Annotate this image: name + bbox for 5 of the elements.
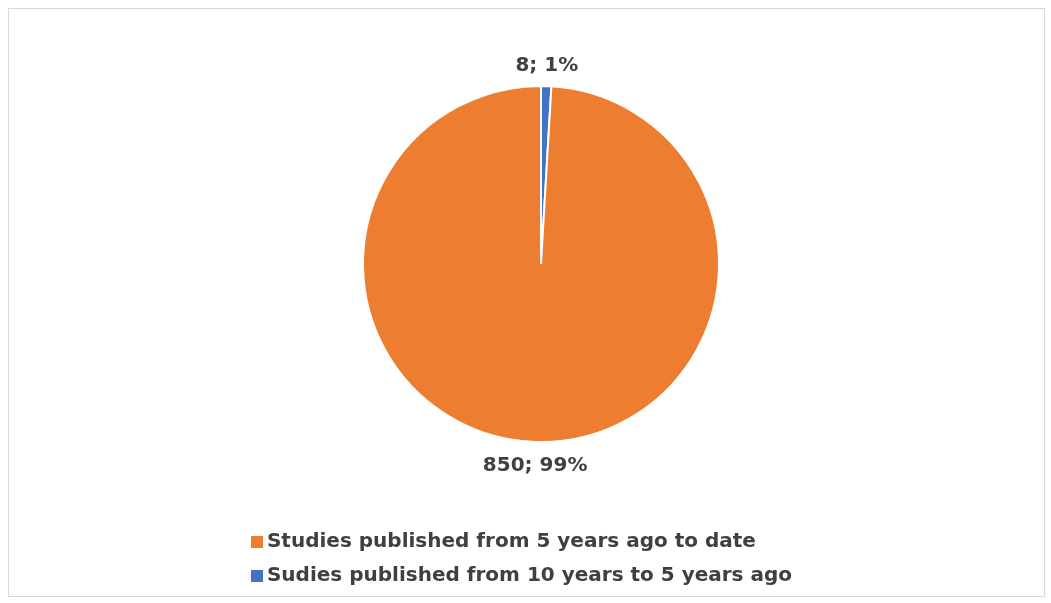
pie-slice [362, 85, 720, 443]
legend-label: Studies published from 5 years ago to date [266, 528, 756, 552]
data-label: 850; 99% [482, 451, 588, 476]
data-label: 8; 1% [515, 52, 579, 77]
legend-label: Sudies published from 10 years to 5 years ago [266, 562, 793, 586]
